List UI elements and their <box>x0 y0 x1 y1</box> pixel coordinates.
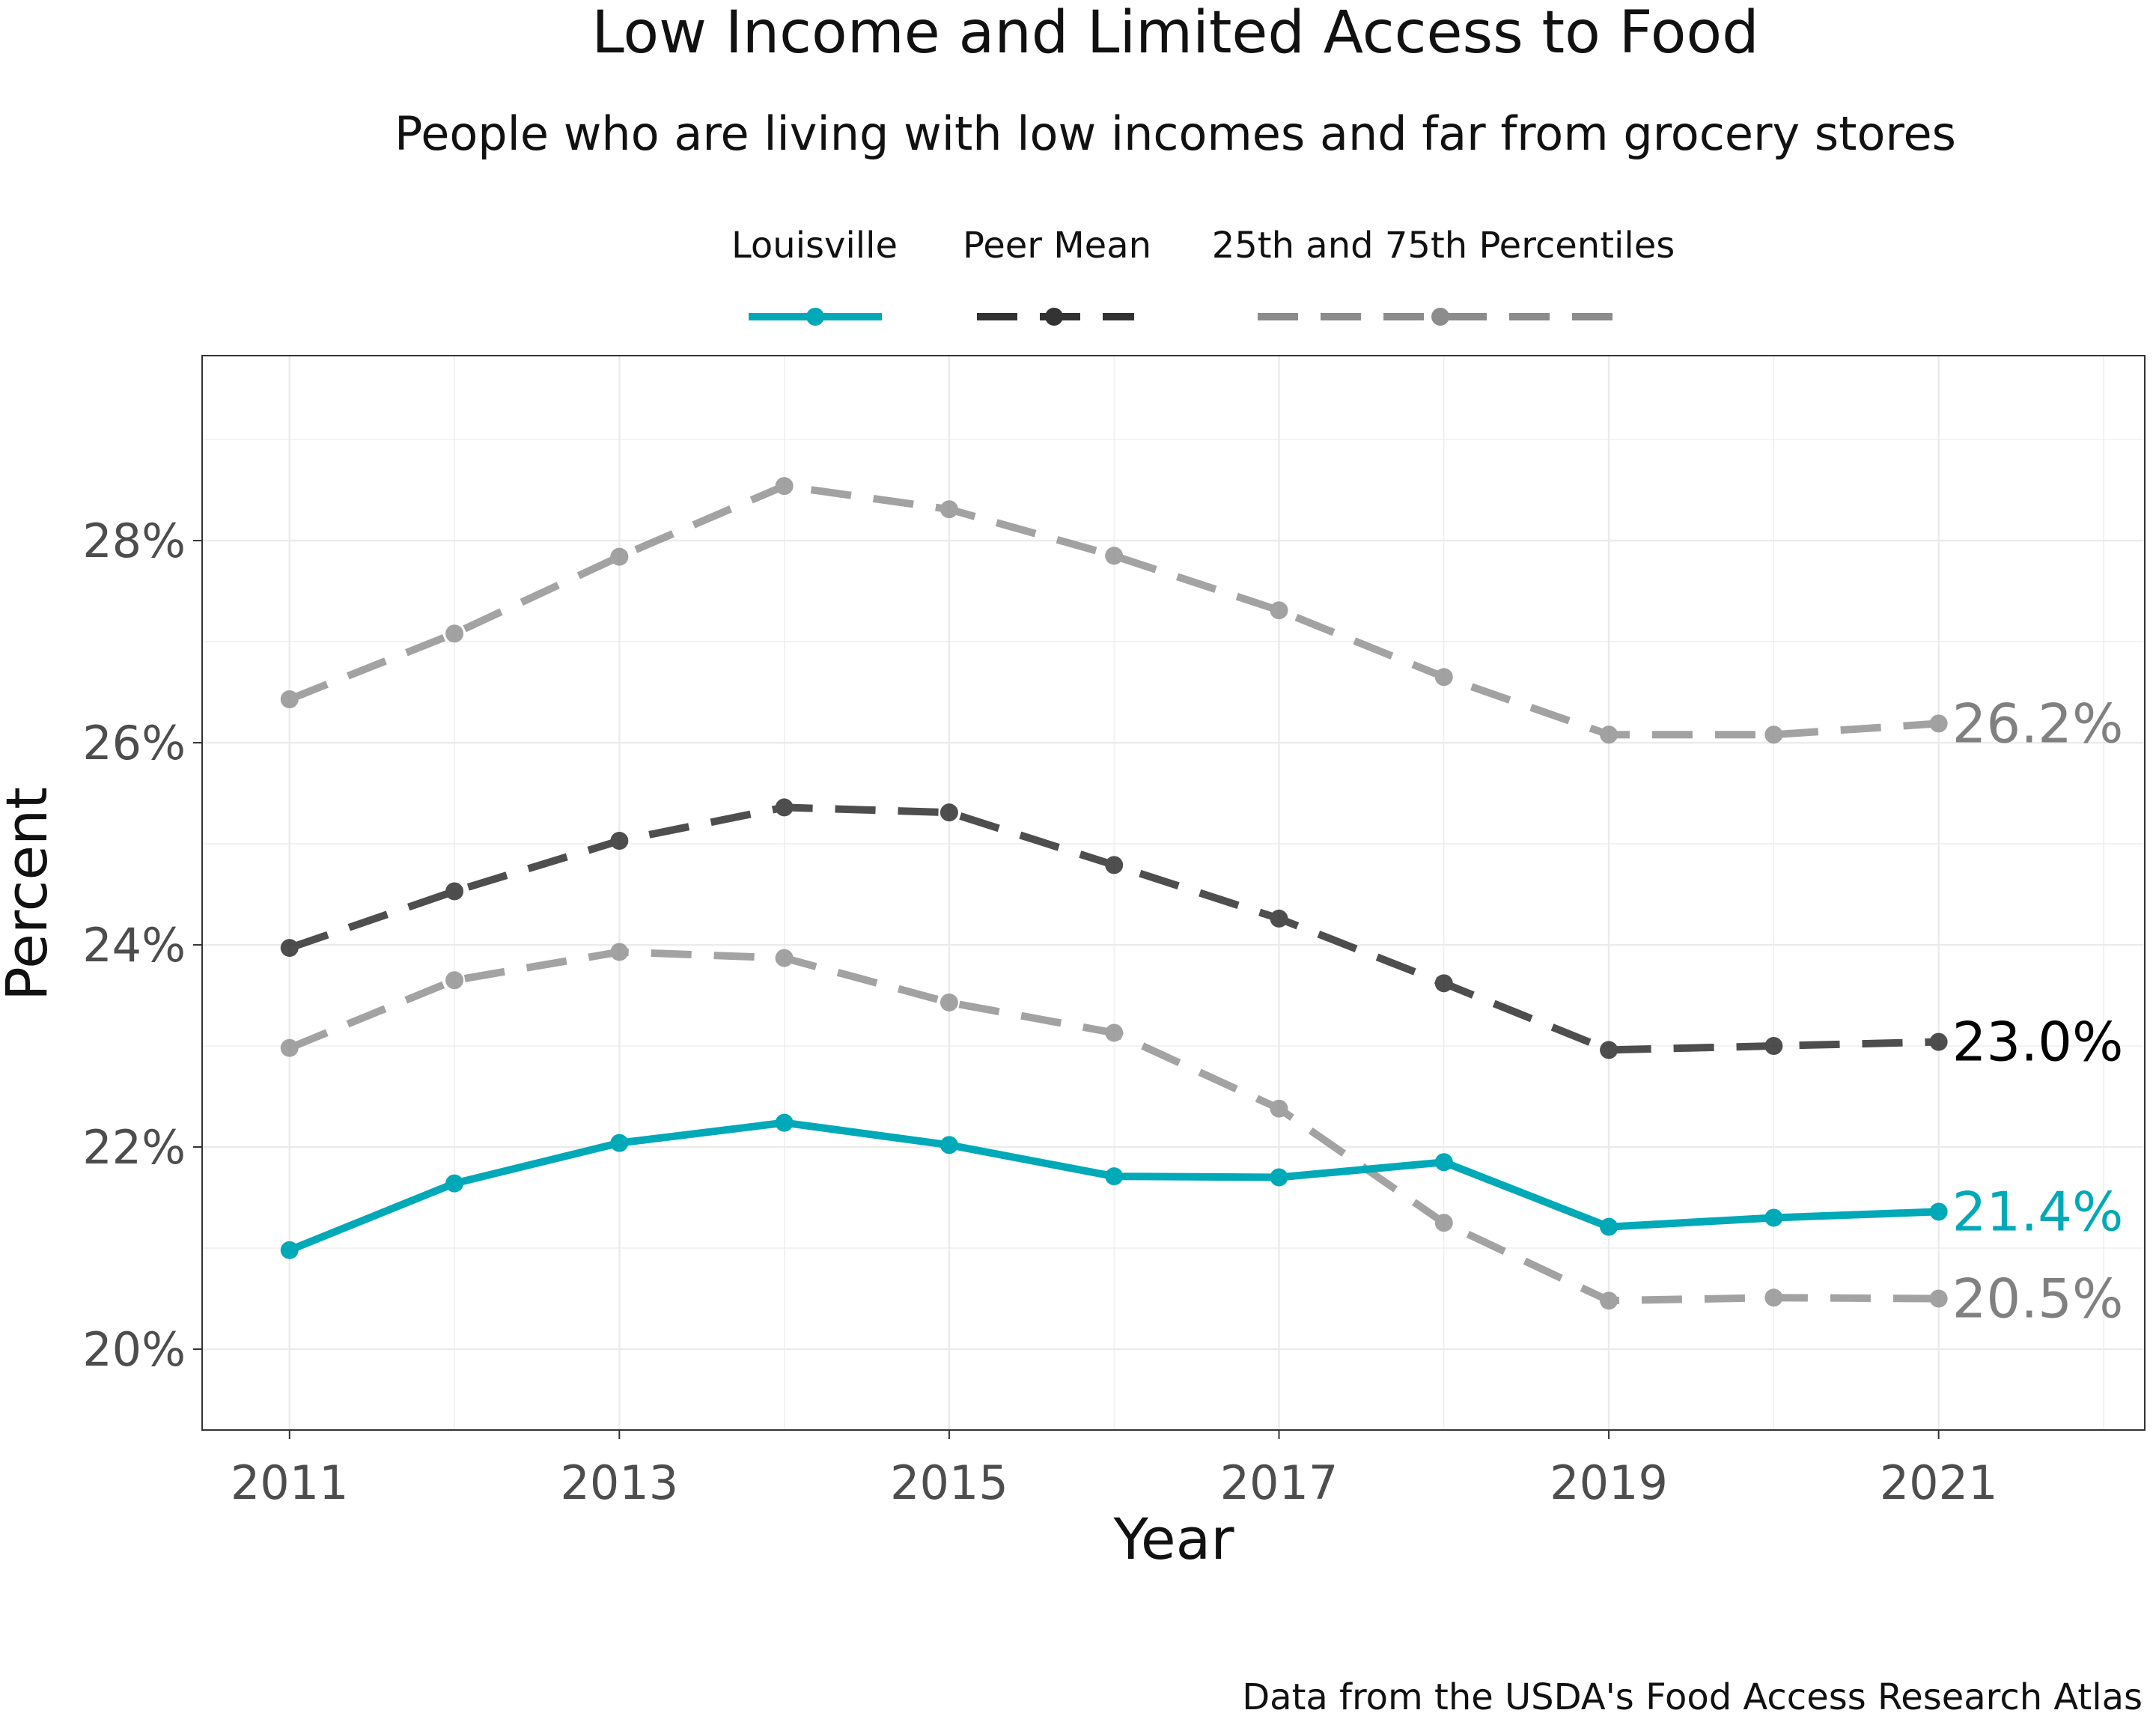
series-p25 <box>280 943 1948 1310</box>
data-point-p75 <box>775 477 794 496</box>
x-axis-title: Year <box>1113 1506 1235 1572</box>
series-layer <box>280 477 1948 1310</box>
data-point-p25 <box>1434 1214 1453 1232</box>
legend-item-louisville: Louisville <box>731 225 898 326</box>
data-point-p75 <box>1764 725 1783 744</box>
legend: Louisville Peer Mean 25th and 75th Percent… <box>731 225 1675 326</box>
y-tick-label: 22% <box>82 1120 186 1175</box>
data-point-p75 <box>1105 547 1124 565</box>
data-point-louisville <box>1600 1217 1618 1236</box>
data-point-p25 <box>1929 1289 1948 1308</box>
end-labels: 26.2% 23.0% 20.5% 21.4% <box>1952 692 2124 1330</box>
legend-label: 25th and 75th Percentiles <box>1212 225 1675 267</box>
series-louisville <box>280 1113 1948 1259</box>
grid <box>202 356 2145 1430</box>
chart-title: Low Income and Limited Access to Food <box>591 0 1758 67</box>
data-point-p75 <box>1434 668 1453 687</box>
y-tick-label: 24% <box>82 918 186 973</box>
series-peer <box>280 798 1948 1059</box>
x-tick-label: 2015 <box>890 1455 1008 1510</box>
data-point-louisville <box>775 1113 794 1132</box>
data-point-louisville <box>1105 1167 1124 1186</box>
y-tick-label: 28% <box>82 514 186 568</box>
data-point-p75 <box>940 500 958 519</box>
data-point-p25 <box>1600 1292 1618 1310</box>
data-point-peer <box>1270 909 1288 928</box>
data-point-peer <box>1434 974 1453 993</box>
end-label-louisville: 21.4% <box>1952 1180 2124 1243</box>
end-label-p25: 20.5% <box>1952 1268 2124 1330</box>
end-label-p75: 26.2% <box>1952 692 2124 755</box>
chart-subtitle: People who are living with low incomes a… <box>395 106 1956 161</box>
data-point-louisville <box>610 1134 629 1152</box>
data-point-p25 <box>1270 1099 1288 1118</box>
data-point-peer <box>610 831 629 850</box>
data-point-peer <box>775 798 794 817</box>
data-point-p75 <box>1270 601 1288 620</box>
data-point-louisville <box>1434 1153 1453 1172</box>
data-point-peer <box>1929 1032 1948 1051</box>
data-point-louisville <box>940 1136 958 1154</box>
series-p75 <box>280 477 1948 744</box>
data-point-peer <box>1105 856 1124 874</box>
data-point-peer <box>1600 1041 1618 1059</box>
x-tick-label: 2021 <box>1880 1455 1998 1510</box>
x-tick-label: 2019 <box>1550 1455 1668 1510</box>
data-point-p25 <box>1764 1289 1783 1307</box>
data-point-p75 <box>1600 725 1618 744</box>
series-line-p75 <box>287 482 1939 739</box>
data-point-p25 <box>610 943 629 961</box>
data-point-peer <box>1764 1037 1783 1056</box>
data-point-louisville <box>280 1241 299 1259</box>
data-point-peer <box>940 803 958 822</box>
legend-marker <box>1045 308 1063 326</box>
data-point-peer <box>280 939 299 958</box>
legend-item-pct: 25th and 75th Percentiles <box>1212 225 1675 326</box>
x-axis: 2011 2013 2015 2017 2019 2021 <box>231 1430 1998 1510</box>
data-point-p75 <box>280 690 299 708</box>
legend-label: Louisville <box>731 225 898 267</box>
data-point-p25 <box>280 1038 299 1057</box>
legend-marker <box>1431 308 1449 326</box>
legend-label: Peer Mean <box>963 225 1151 267</box>
data-point-p75 <box>610 547 629 566</box>
data-point-p75 <box>1929 714 1948 733</box>
legend-item-peer: Peer Mean <box>963 225 1151 326</box>
y-tick-label: 20% <box>82 1322 186 1377</box>
data-point-p25 <box>1105 1023 1124 1042</box>
data-point-p75 <box>445 624 464 643</box>
y-axis: 20% 22% 24% 26% 28% <box>82 514 202 1377</box>
data-point-p25 <box>775 949 794 967</box>
x-tick-label: 2017 <box>1220 1455 1339 1510</box>
data-point-p25 <box>445 971 464 990</box>
data-point-louisville <box>1270 1168 1288 1187</box>
data-point-louisville <box>1929 1202 1948 1221</box>
x-tick-label: 2011 <box>231 1455 349 1510</box>
caption: Data from the USDA's Food Access Researc… <box>1242 1676 2143 1718</box>
x-tick-label: 2013 <box>560 1455 678 1510</box>
data-point-louisville <box>1764 1208 1783 1227</box>
end-label-peer: 23.0% <box>1952 1011 2124 1074</box>
data-point-p25 <box>940 993 958 1011</box>
data-point-peer <box>445 882 464 901</box>
plot-panel <box>201 355 2146 1431</box>
data-point-louisville <box>445 1174 464 1193</box>
y-axis-title: Percent <box>0 787 60 1001</box>
legend-marker <box>806 308 824 326</box>
y-tick-label: 26% <box>82 716 186 770</box>
